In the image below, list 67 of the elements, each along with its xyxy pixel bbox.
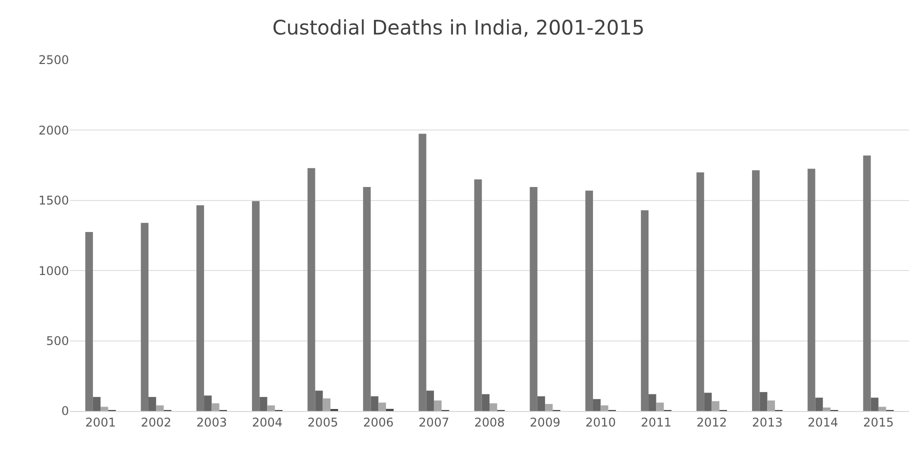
- x-tick-label: 2010: [585, 415, 616, 430]
- y-tick-label: 500: [46, 334, 69, 348]
- bar: [252, 201, 260, 411]
- x-tick-label: 2008: [474, 415, 505, 430]
- bar: [870, 398, 878, 411]
- bar: [712, 401, 720, 411]
- bar: [808, 168, 816, 411]
- bar: [474, 179, 482, 411]
- bar: [85, 232, 93, 411]
- x-tick-label: 2015: [863, 415, 894, 430]
- y-tick-label: 1500: [38, 194, 69, 208]
- x-tick-label: 2003: [196, 415, 227, 430]
- bar: [100, 406, 108, 411]
- x-tick-label: 2007: [418, 415, 450, 430]
- x-tick-label: 2004: [252, 415, 283, 430]
- x-tick-label: 2005: [308, 415, 338, 430]
- bar: [204, 396, 212, 411]
- bar: [704, 392, 712, 411]
- bar: [822, 407, 831, 411]
- bar: [363, 187, 371, 411]
- bar: [752, 170, 760, 411]
- bar: [92, 396, 101, 411]
- bar: [148, 396, 156, 411]
- bar: [696, 172, 704, 411]
- bar: [196, 205, 204, 411]
- bar: [648, 394, 656, 411]
- bar: [322, 398, 330, 411]
- y-tick-label: 2000: [38, 123, 69, 138]
- bar: [490, 403, 498, 411]
- bar: [585, 190, 593, 411]
- y-tick-label: 1000: [38, 264, 69, 278]
- bar: [212, 403, 220, 411]
- bar: [760, 392, 768, 411]
- bar: [315, 390, 323, 411]
- bar: [434, 400, 442, 411]
- bar: [156, 405, 164, 411]
- x-tick-label: 2011: [640, 415, 672, 430]
- chart-title: Custodial Deaths in India, 2001-2015: [272, 15, 645, 40]
- bar: [640, 210, 649, 411]
- bar: [418, 134, 426, 411]
- bar: [378, 402, 386, 411]
- x-tick-label: 2006: [363, 415, 394, 430]
- bar: [878, 406, 886, 411]
- bar: [426, 390, 434, 411]
- x-tick-label: 2013: [752, 415, 783, 430]
- x-tick-label: 2009: [530, 415, 560, 430]
- y-tick-label: 0: [61, 404, 69, 418]
- bar: [308, 168, 316, 411]
- bar: [863, 155, 871, 411]
- bar: [537, 396, 546, 411]
- bar: [815, 398, 823, 411]
- x-tick-label: 2012: [696, 415, 728, 430]
- y-tick-label: 2500: [38, 53, 69, 68]
- bar: [592, 399, 601, 411]
- bar: [482, 394, 490, 411]
- bar: [600, 405, 608, 411]
- bar: [530, 187, 538, 411]
- bar: [260, 396, 268, 411]
- x-tick-label: 2014: [808, 415, 838, 430]
- x-tick-label: 2002: [140, 415, 172, 430]
- bar: [767, 400, 775, 411]
- x-tick-label: 2001: [85, 415, 116, 430]
- bar: [370, 396, 378, 411]
- bar: [267, 405, 275, 411]
- bar: [656, 402, 664, 411]
- bar: [140, 222, 148, 411]
- bar: [545, 404, 553, 411]
